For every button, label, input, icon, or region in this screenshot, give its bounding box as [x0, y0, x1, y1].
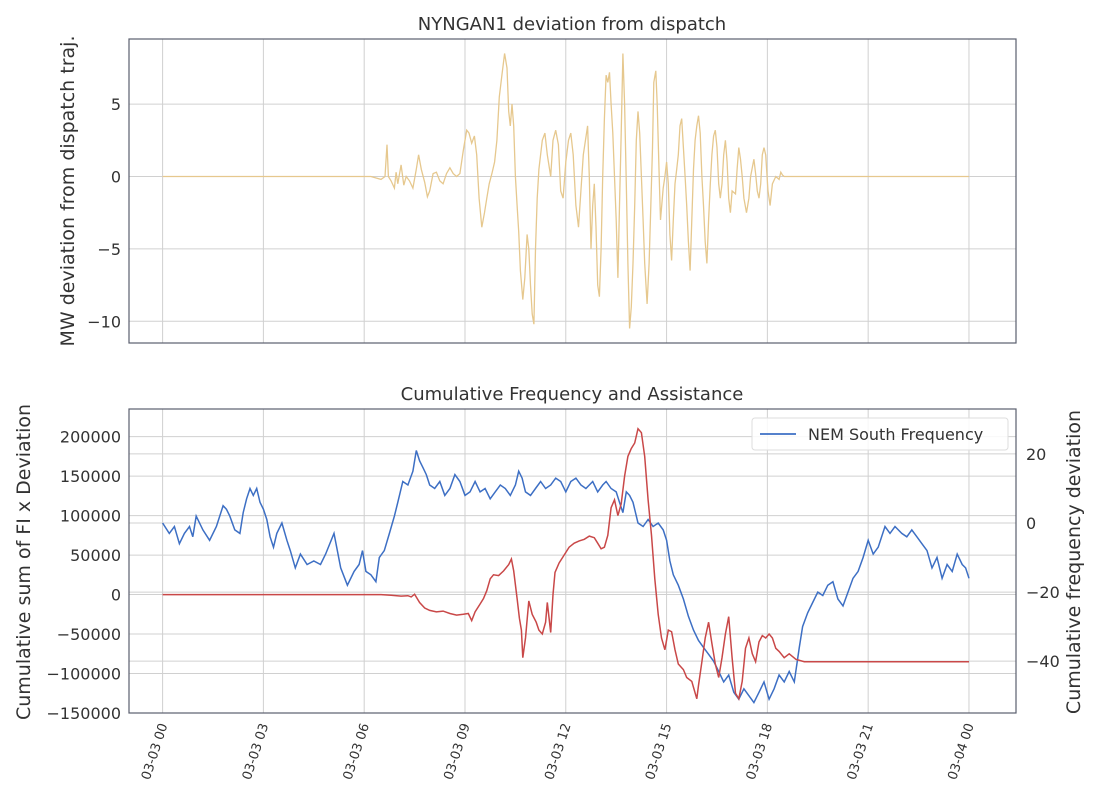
bottom-right-y-tick-label: 0 [1026, 514, 1036, 533]
bottom-chart-title: Cumulative Frequency and Assistance [401, 384, 744, 405]
top-y-tick-label: −5 [97, 240, 121, 259]
bottom-left-y-tick-label: 0 [111, 586, 121, 605]
bottom-left-y-tick-label: 50000 [70, 546, 121, 565]
top-y-tick-label: 0 [111, 168, 121, 187]
top-y-tick-label: −10 [87, 312, 121, 331]
bottom-right-y-tick-label: −40 [1026, 652, 1060, 671]
bottom-left-y-tick-label: −50000 [57, 625, 121, 644]
top-y-tick-label: 5 [111, 95, 121, 114]
bottom-plot: −150000 −100000 −50000 0 50000 100000 150000 20… [13, 384, 1085, 782]
top-chart-title: NYNGAN1 deviation from dispatch [418, 14, 726, 35]
bottom-left-y-tick-label: 150000 [60, 467, 121, 486]
legend-label-nem-south-frequency: NEM South Frequency [808, 425, 983, 444]
bottom-right-y-tick-label: −20 [1026, 583, 1060, 602]
cumulative-fi-deviation-line [162, 427, 969, 701]
bottom-right-y-tick-labels: −40 −20 0 20 [1026, 445, 1060, 671]
bottom-left-y-axis-label: Cumulative sum of FI x Deviation [13, 404, 35, 720]
legend-box [751, 417, 1009, 451]
top-plot-frame [128, 38, 1017, 344]
bottom-left-y-tick-label: −100000 [47, 665, 121, 684]
bottom-right-y-axis-label: Cumulative frequency deviation [1063, 410, 1085, 714]
bottom-left-y-tick-labels: −150000 −100000 −50000 0 50000 100000 150000 20… [47, 428, 121, 723]
top-y-axis-label: MW deviation from dispatch traj. [57, 36, 79, 347]
bottom-plot-frame [128, 408, 1017, 714]
legend: NEM South Frequency [751, 417, 1009, 451]
nem-south-frequency-line [161, 450, 970, 705]
bottom-left-y-tick-label: −150000 [47, 704, 121, 723]
bottom-right-y-tick-label: 20 [1026, 445, 1046, 464]
bottom-left-y-tick-label: 200000 [60, 428, 121, 447]
top-y-tick-labels: −10 −5 0 5 [87, 95, 121, 331]
deviation-line [162, 53, 969, 329]
bottom-left-y-tick-label: 100000 [60, 507, 121, 526]
